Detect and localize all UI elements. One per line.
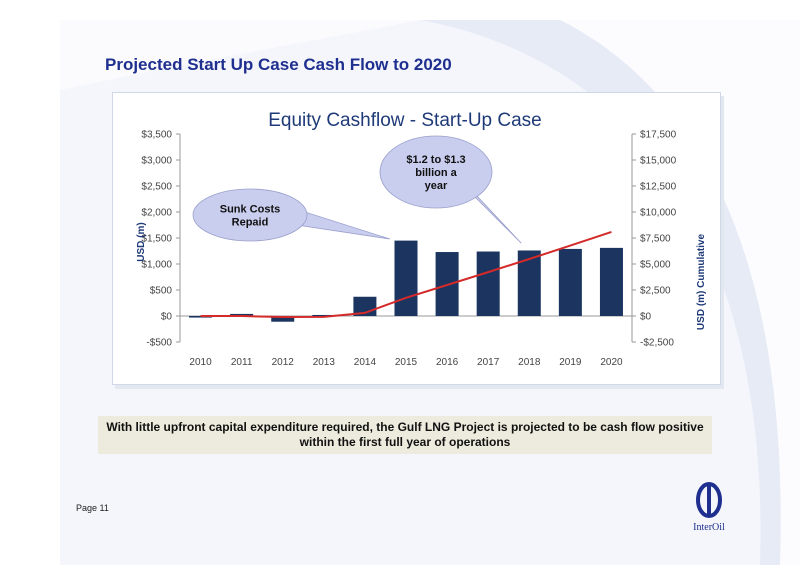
chart-title: Equity Cashflow - Start-Up Case: [268, 110, 542, 131]
equity-cashflow-chart: Equity Cashflow - Start-Up Case 2010 2011…: [136, 110, 707, 368]
bar: [394, 240, 418, 316]
x-axis-ticks: 2010 2011 2012 2013 2014 2015 2016 2017 2018 2019…: [189, 357, 623, 368]
x-tick-label: 2016: [436, 357, 459, 368]
caption-text: With little upfront capital expenditure …: [106, 420, 704, 449]
callout-bubble: [192, 188, 308, 242]
right-tick-label: $0: [640, 312, 652, 323]
x-tick-label: 2013: [313, 357, 336, 368]
left-axis-ticks: -$500 $0 $500 $1,000 $1,500 $2,000 $2,500 $3,00…: [141, 130, 180, 349]
right-tick-label: $17,500: [640, 130, 677, 141]
cumulative-line: [200, 231, 612, 319]
right-tick-label: $15,000: [640, 156, 677, 167]
bar: [599, 247, 623, 316]
bar-series: [189, 240, 623, 322]
right-tick-label: $7,500: [640, 234, 671, 245]
x-tick-label: 2019: [559, 357, 582, 368]
callout-text: billion a: [415, 167, 457, 179]
left-tick-label: $2,000: [141, 208, 172, 219]
x-tick-label: 2012: [272, 357, 295, 368]
caption-box: With little upfront capital expenditure …: [98, 416, 712, 454]
left-tick-label: $2,500: [141, 182, 172, 193]
left-tick-label: $0: [161, 312, 173, 323]
x-tick-label: 2017: [477, 357, 500, 368]
bar: [312, 314, 336, 317]
cumulative-line-series: [200, 231, 612, 319]
right-tick-label: $10,000: [640, 208, 677, 219]
interoil-logo: InterOil: [693, 482, 725, 533]
right-tick-label: -$2,500: [640, 338, 674, 349]
left-tick-label: $3,000: [141, 156, 172, 167]
left-tick-label: $3,500: [141, 130, 172, 141]
logo-text: InterOil: [693, 522, 725, 533]
callout-bubble: [379, 135, 493, 209]
right-tick-label: $12,500: [640, 182, 677, 193]
x-tick-label: 2020: [600, 357, 623, 368]
bar: [230, 313, 254, 316]
right-tick-label: $5,000: [640, 260, 671, 271]
callout-text: $1.2 to $1.3: [406, 154, 465, 166]
left-tick-label: $500: [150, 286, 173, 297]
page-number: Page 11: [76, 503, 109, 513]
callout-text: year: [425, 180, 448, 192]
left-tick-label: $1,500: [141, 234, 172, 245]
right-tick-label: $2,500: [640, 286, 671, 297]
x-tick-label: 2014: [354, 357, 377, 368]
left-tick-label: $1,000: [141, 260, 172, 271]
bar: [517, 250, 541, 316]
left-tick-label: -$500: [146, 338, 172, 349]
callout-text: Repaid: [232, 217, 269, 229]
bar: [558, 248, 582, 316]
page-title: Projected Start Up Case Cash Flow to 202…: [105, 55, 452, 74]
left-axis-label: USD (m): [136, 222, 147, 261]
x-tick-label: 2010: [189, 357, 212, 368]
bar: [476, 251, 500, 316]
x-tick-label: 2011: [231, 357, 253, 368]
right-axis-label: USD (m) Cumulative: [696, 234, 707, 331]
x-tick-label: 2015: [395, 357, 418, 368]
right-axis-ticks: -$2,500 $0 $2,500 $5,000 $7,500 $10,000 $12,50…: [632, 130, 677, 349]
bar: [271, 316, 295, 322]
x-tick-label: 2018: [518, 357, 541, 368]
callout-text: Sunk Costs: [220, 204, 281, 216]
